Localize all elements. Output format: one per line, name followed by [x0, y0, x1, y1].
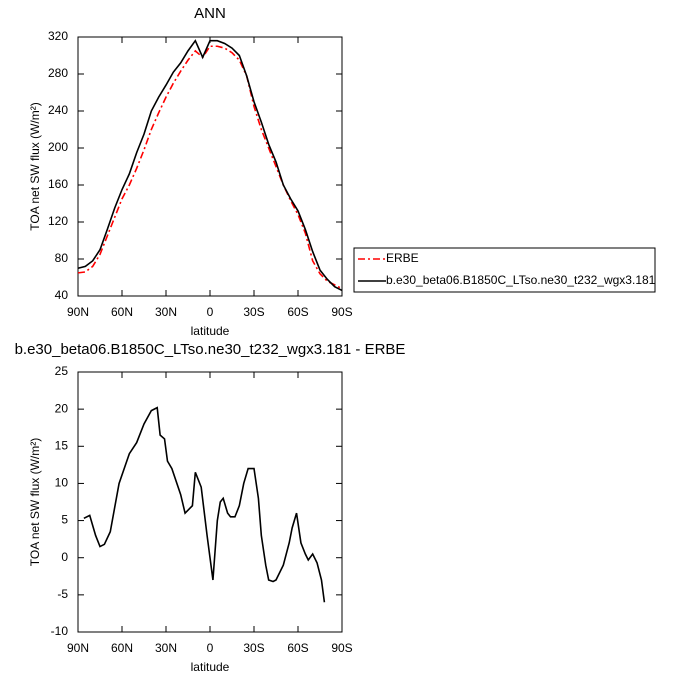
x-tick-label: 30S [243, 641, 264, 655]
legend-label: ERBE [386, 251, 419, 265]
y-tick-label: 240 [48, 103, 68, 117]
x-tick-label: 30N [155, 305, 177, 319]
x-tick-label: 60S [287, 641, 308, 655]
y-tick-label: 160 [48, 177, 68, 191]
x-axis-label: latitude [191, 660, 230, 674]
y-axis-label: TOA net SW flux (W/m²) [28, 102, 42, 230]
x-tick-label: 0 [207, 305, 214, 319]
chart-title: ANN [194, 5, 226, 22]
x-tick-label: 90N [67, 305, 89, 319]
legend-box [353, 247, 656, 293]
y-tick-label: 40 [55, 288, 69, 302]
data-line [83, 406, 326, 603]
x-tick-label: 30N [155, 641, 177, 655]
y-tick-label: 20 [55, 401, 69, 415]
x-tick-label: 60N [111, 305, 133, 319]
x-tick-label: 90N [67, 641, 89, 655]
x-tick-label: 90S [331, 305, 352, 319]
x-tick-label: 90S [331, 641, 352, 655]
chart-title: b.e30_beta06.B1850C_LTso.ne30_t232_wgx3.… [15, 341, 406, 358]
y-axis-label: TOA net SW flux (W/m²) [28, 438, 42, 566]
y-tick-label: 320 [48, 29, 68, 43]
y-tick-label: -10 [51, 624, 69, 638]
data-line [77, 45, 343, 290]
legend-label: b.e30_beta06.B1850C_LTso.ne30_t232_wgx3.… [386, 273, 656, 287]
y-tick-label: 120 [48, 214, 68, 228]
y-tick-label: 15 [55, 438, 69, 452]
y-tick-label: 80 [55, 251, 69, 265]
x-axis-label: latitude [191, 324, 230, 338]
y-tick-label: 0 [61, 550, 68, 564]
data-line [77, 39, 343, 292]
x-tick-label: 60N [111, 641, 133, 655]
y-tick-label: 5 [61, 513, 68, 527]
x-tick-label: 0 [207, 641, 214, 655]
y-tick-label: 200 [48, 140, 68, 154]
x-tick-label: 60S [287, 305, 308, 319]
x-tick-label: 30S [243, 305, 264, 319]
y-tick-label: 280 [48, 66, 68, 80]
y-tick-label: 25 [55, 364, 69, 378]
plot-frame [77, 371, 343, 633]
y-tick-label: -5 [57, 587, 68, 601]
plot-frame [77, 36, 343, 297]
y-tick-label: 10 [55, 476, 69, 490]
